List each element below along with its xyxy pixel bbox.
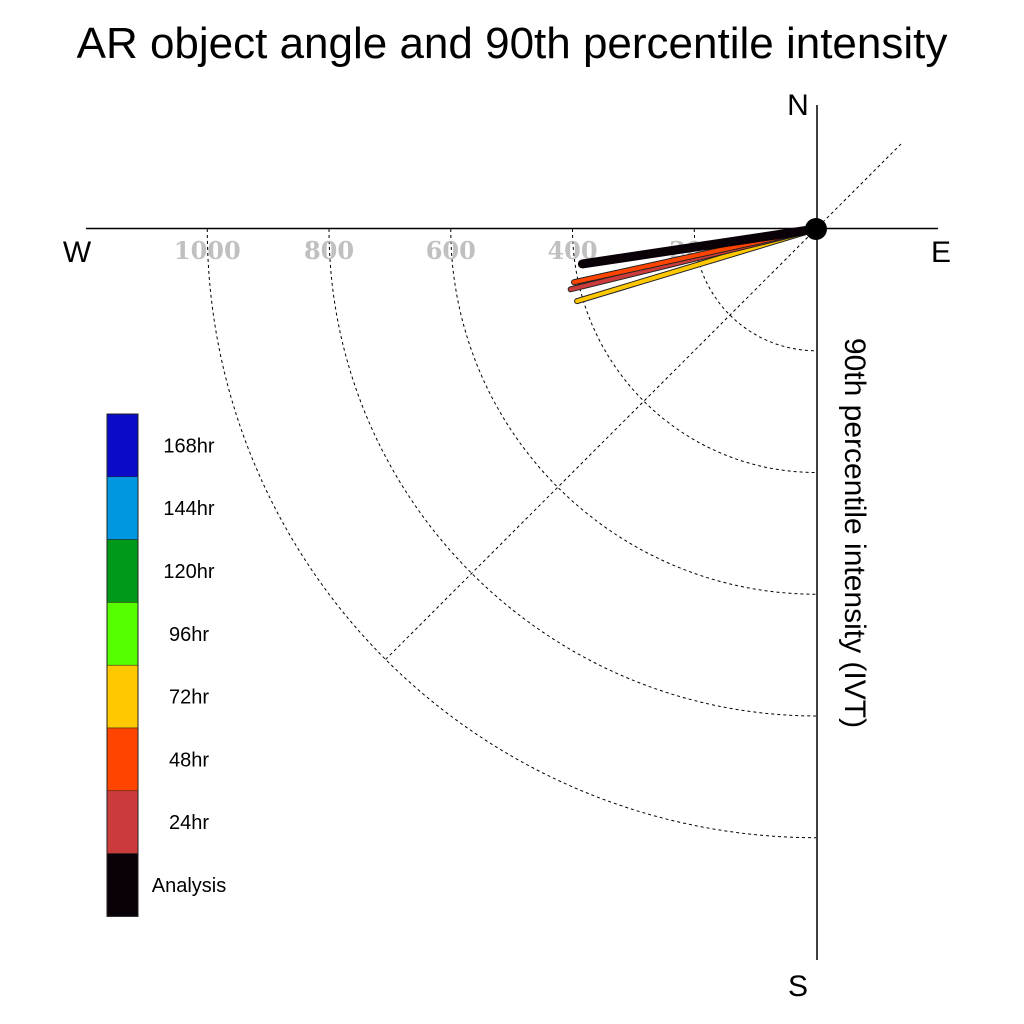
legend-label: 24hr <box>169 812 209 834</box>
origin-marker <box>805 218 827 240</box>
grid-arc-600 <box>450 228 817 595</box>
legend-label: Analysis <box>152 875 226 897</box>
compass-north: N <box>787 89 809 122</box>
legend-swatch <box>106 727 139 792</box>
legend-swatch <box>106 413 139 478</box>
tick-label-layer: 1000800600400200 <box>174 236 719 265</box>
legend-label: 168hr <box>163 435 214 457</box>
legend-label: 120hr <box>163 561 214 583</box>
grid-arc-800 <box>328 228 817 717</box>
legend-swatch <box>106 790 139 854</box>
legend-label: 144hr <box>163 498 214 520</box>
radial-tick-label: 800 <box>304 236 354 265</box>
legend-label: 48hr <box>169 749 209 771</box>
legend-label: 96hr <box>169 624 209 646</box>
diagonal-guide-line <box>385 142 903 660</box>
legend-swatch <box>106 853 139 917</box>
chart-title: AR object angle and 90th percentile inte… <box>77 19 948 68</box>
legend: 168hr 144hr 120hr 96hr 72hr 48hr 24hr Analysis <box>106 413 226 917</box>
legend-frame <box>106 413 139 917</box>
legend-swatch <box>106 476 139 540</box>
series-layer <box>567 224 821 305</box>
legend-label: 72hr <box>169 687 209 709</box>
y-axis-label: 90th percentile intensity (IVT) <box>838 338 871 728</box>
compass-east: E <box>931 236 951 269</box>
grid-arc-1000 <box>206 228 817 839</box>
compass-west: W <box>63 236 92 269</box>
radial-tick-label: 600 <box>426 236 476 265</box>
compass-south: S <box>788 970 808 1003</box>
radial-tick-label: 1000 <box>174 236 241 265</box>
legend-swatch <box>106 539 139 603</box>
series-line-Analysis <box>577 224 821 269</box>
legend-swatch <box>106 664 139 729</box>
legend-swatch <box>106 602 139 666</box>
